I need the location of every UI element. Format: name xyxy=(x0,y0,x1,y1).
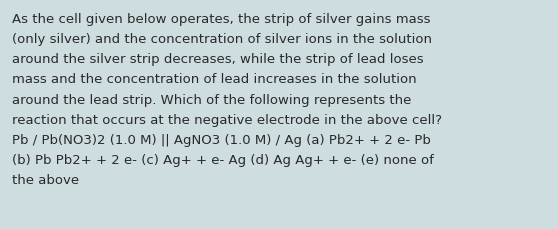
Text: around the silver strip decreases, while the strip of lead loses: around the silver strip decreases, while… xyxy=(12,53,424,66)
Text: (only silver) and the concentration of silver ions in the solution: (only silver) and the concentration of s… xyxy=(12,33,432,46)
Text: mass and the concentration of lead increases in the solution: mass and the concentration of lead incre… xyxy=(12,73,417,86)
Text: the above: the above xyxy=(12,173,79,186)
Text: As the cell given below operates, the strip of silver gains mass: As the cell given below operates, the st… xyxy=(12,13,431,26)
Text: reaction that occurs at the negative electrode in the above cell?: reaction that occurs at the negative ele… xyxy=(12,113,442,126)
Text: Pb / Pb(NO3)2 (1.0 M) || AgNO3 (1.0 M) / Ag (a) Pb2+ + 2 e- Pb: Pb / Pb(NO3)2 (1.0 M) || AgNO3 (1.0 M) /… xyxy=(12,133,431,146)
Text: (b) Pb Pb2+ + 2 e- (c) Ag+ + e- Ag (d) Ag Ag+ + e- (e) none of: (b) Pb Pb2+ + 2 e- (c) Ag+ + e- Ag (d) A… xyxy=(12,153,434,166)
Text: around the lead strip. Which of the following represents the: around the lead strip. Which of the foll… xyxy=(12,93,411,106)
